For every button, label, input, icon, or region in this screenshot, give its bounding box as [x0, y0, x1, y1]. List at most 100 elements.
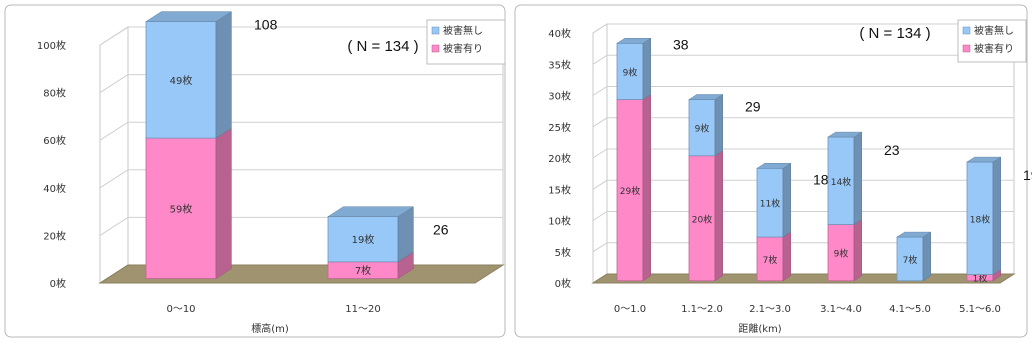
gridline [592, 54, 1014, 65]
bar-side [853, 131, 862, 225]
y-tick-label: 40枚 [548, 27, 571, 40]
gridline [99, 169, 503, 189]
bar-front [756, 236, 784, 282]
category-label: 4.1～5.0 [889, 304, 931, 315]
legend-label: 被害有り [974, 42, 1014, 55]
y-tick-label: 60枚 [43, 134, 66, 147]
bar-side [853, 219, 862, 282]
category-label: 0～1.0 [614, 304, 646, 315]
total-label: 29 [745, 99, 761, 115]
y-tick-label: 100枚 [37, 39, 66, 52]
legend-swatch [962, 26, 971, 35]
bar-side [992, 156, 1001, 275]
y-tick-label: 0枚 [555, 277, 571, 290]
y-tick-label: 0枚 [50, 277, 66, 290]
y-tick-label: 5枚 [555, 246, 571, 259]
bar-value-label: 18枚 [970, 213, 990, 225]
y-tick-label: 15枚 [548, 183, 571, 196]
bar-side [642, 94, 651, 282]
gridline [592, 242, 1014, 253]
total-label: 38 [673, 36, 689, 52]
gridline [99, 121, 503, 141]
bar-side [782, 162, 791, 238]
legend-label: 被害無し [974, 24, 1014, 37]
bar-value-label: 1枚 [973, 273, 988, 285]
bar-front [145, 137, 217, 279]
bar-value-label: 7枚 [903, 254, 918, 266]
bar-top [327, 206, 415, 217]
y-tick-label: 20枚 [43, 229, 66, 242]
gridline [592, 86, 1014, 96]
bar-value-label: 9枚 [623, 66, 638, 78]
bar-front [966, 161, 994, 275]
bar-front [688, 155, 716, 282]
bar-top [827, 131, 863, 138]
y-tick-label: 40枚 [43, 182, 66, 195]
bar-value-label: 9枚 [695, 123, 710, 135]
bar-top [756, 163, 792, 169]
bar-value-label: 11枚 [760, 198, 780, 210]
bar-front [827, 136, 855, 225]
y-tick-label: 10枚 [548, 215, 571, 228]
bar-front [327, 216, 399, 263]
gridline [592, 23, 1014, 34]
bar-top [616, 38, 652, 44]
category-label: 3.1～4.0 [820, 304, 862, 315]
bar-value-label: 20枚 [692, 213, 712, 225]
bar-front [827, 224, 855, 282]
gridline [592, 211, 1014, 221]
bar-side [642, 37, 651, 100]
bar-side [714, 150, 723, 282]
gridline [99, 74, 503, 94]
sample-size-annotation: ( N = 134 ) [347, 38, 418, 55]
bar-top [966, 156, 1002, 163]
x-axis-title: 距離(km) [738, 322, 781, 335]
legend-label: 被害無し [443, 24, 483, 37]
y-tick-label: 25枚 [548, 121, 571, 134]
category-label: 11～20 [345, 304, 380, 315]
chart-distance: 0枚 5枚 10枚 15枚 20枚 25枚 30枚 35枚 40枚 29枚 9枚 38 0～1.0 20枚… [514, 4, 1032, 338]
category-label: 5.1～6.0 [959, 304, 1001, 315]
bar-side [215, 127, 232, 279]
bar-front [688, 99, 716, 157]
legend-swatch [431, 44, 440, 53]
bar-value-label: 7枚 [355, 264, 371, 277]
legend-swatch [962, 44, 971, 53]
legend-box [426, 19, 506, 65]
y-tick-label: 20枚 [548, 152, 571, 165]
x-axis-title: 標高(m) [251, 322, 289, 335]
total-label: 23 [884, 142, 900, 158]
bar-side [922, 231, 931, 282]
bar-value-label: 19枚 [352, 233, 375, 246]
total-label: 18 [813, 171, 829, 187]
chart-elevation: 0枚 20枚 40枚 60枚 80枚 100枚 59枚 49枚 108 0～10 7枚 19枚 26 11… [4, 4, 506, 338]
bar-top [145, 11, 233, 22]
category-label: 0～10 [166, 304, 195, 315]
bar-top [896, 231, 932, 238]
y-tick-label: 35枚 [548, 58, 571, 71]
bar-front [896, 236, 924, 282]
gridline [592, 117, 1014, 128]
bar-value-label: 9枚 [834, 248, 849, 260]
total-label: 19 [1023, 167, 1032, 183]
total-label: 26 [433, 222, 449, 238]
bar-value-label: 14枚 [831, 176, 851, 188]
category-label: 2.1～3.0 [749, 304, 791, 315]
floor [591, 273, 1016, 284]
legend-swatch [431, 26, 440, 35]
side-wall [99, 26, 129, 284]
bar-value-label: 59枚 [170, 202, 193, 215]
category-label: 1.1～2.0 [681, 304, 723, 315]
bar-side [714, 94, 723, 157]
total-label: 108 [254, 16, 278, 32]
gridline [592, 179, 1014, 190]
bar-front [145, 21, 217, 139]
legend-label: 被害有り [443, 42, 483, 55]
y-tick-label: 30枚 [548, 90, 571, 103]
gridline [99, 26, 503, 46]
bar-side [215, 11, 232, 139]
bar-value-label: 29枚 [620, 185, 640, 197]
bar-top [688, 94, 724, 100]
bar-value-label: 49枚 [170, 74, 193, 87]
